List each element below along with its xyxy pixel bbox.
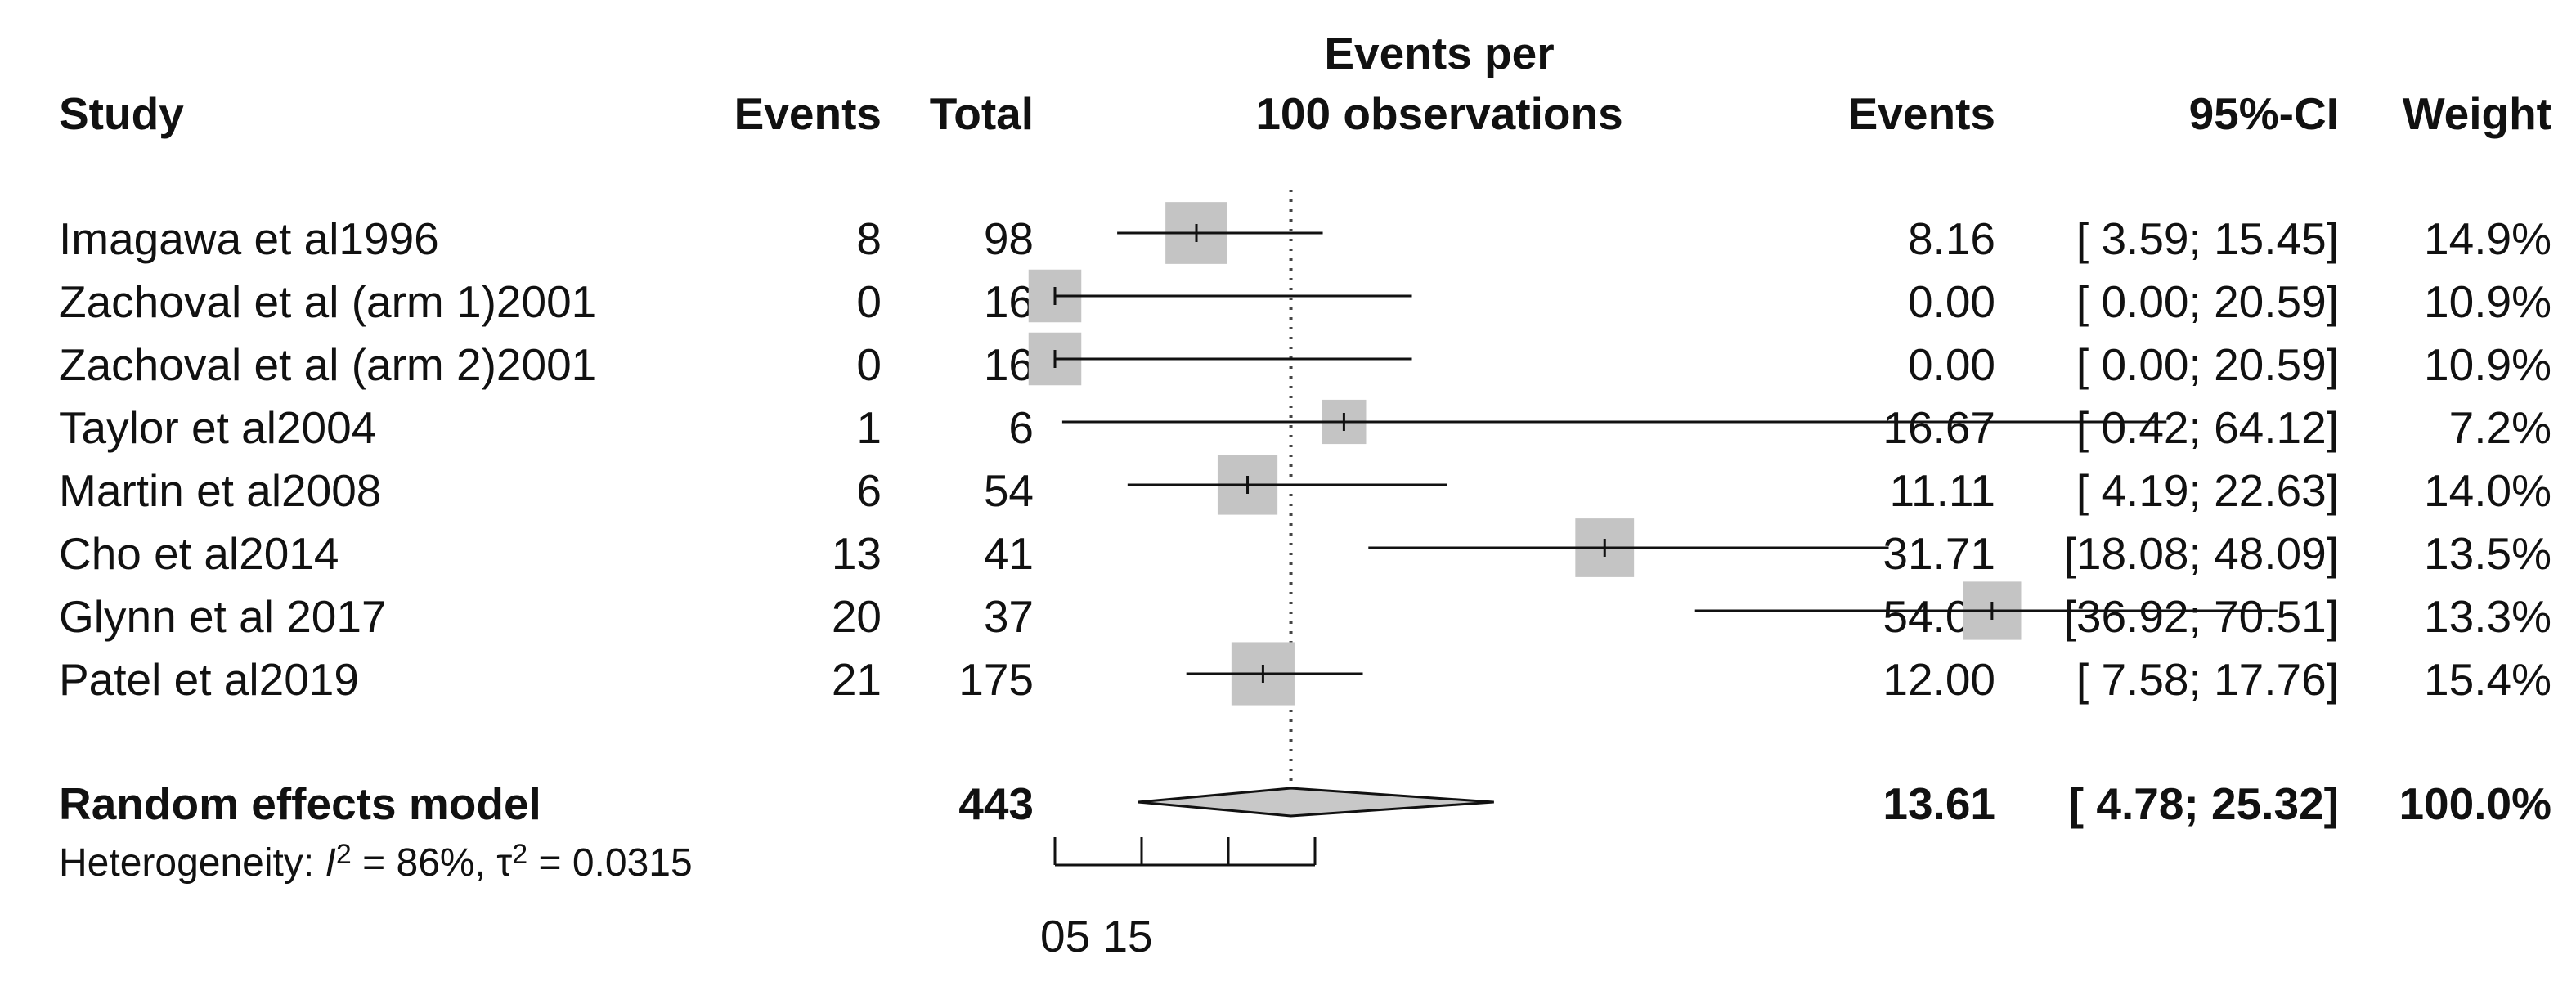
study-total: 16 — [983, 339, 1034, 390]
i-sup: 2 — [335, 839, 352, 870]
estimate-header: Events — [1847, 88, 1995, 139]
study-total: 41 — [983, 528, 1034, 579]
study-ci: [ 0.00; 20.59] — [2076, 339, 2339, 390]
study-header: Study — [59, 88, 184, 139]
study-name: Taylor et al2004 — [59, 402, 377, 453]
study-weight: 10.9% — [2424, 276, 2551, 327]
study-total: 37 — [983, 591, 1034, 642]
study-name: Glynn et al 2017 — [59, 591, 387, 642]
study-estimate: 8.16 — [1907, 213, 1995, 264]
study-events: 13 — [831, 528, 882, 579]
events-per-header-line2: 100 observations — [1255, 88, 1623, 139]
study-events: 20 — [831, 591, 882, 642]
events-header: Events — [734, 88, 882, 139]
i-value: = 86%, — [351, 841, 497, 885]
study-name: Zachoval et al (arm 2)2001 — [59, 339, 597, 390]
study-name: Zachoval et al (arm 1)2001 — [59, 276, 597, 327]
study-total: 98 — [983, 213, 1034, 264]
study-total: 175 — [958, 654, 1034, 705]
summary-ci: [ 4.78; 25.32] — [2068, 778, 2339, 829]
i-symbol: I — [325, 841, 336, 885]
study-name: Cho et al2014 — [59, 528, 339, 579]
study-ci: [ 7.58; 17.76] — [2076, 654, 2339, 705]
heterogeneity-prefix: Heterogeneity: — [59, 841, 325, 885]
study-events: 8 — [856, 213, 882, 264]
study-events: 1 — [856, 402, 882, 453]
study-total: 54 — [983, 465, 1034, 516]
study-ci: [ 4.19; 22.63] — [2076, 465, 2339, 516]
study-weight: 14.0% — [2424, 465, 2551, 516]
tau-sup: 2 — [512, 839, 528, 870]
study-estimate: 16.67 — [1883, 402, 1995, 453]
study-name: Patel et al2019 — [59, 654, 359, 705]
study-ci: [18.08; 48.09] — [2063, 528, 2339, 579]
study-events: 6 — [856, 465, 882, 516]
study-ci: [ 0.42; 64.12] — [2076, 402, 2339, 453]
summary-estimate: 13.61 — [1883, 778, 1995, 829]
study-estimate: 12.00 — [1883, 654, 1995, 705]
weight-header: Weight — [2402, 88, 2551, 139]
study-estimate: 11.11 — [1889, 465, 1995, 516]
x-axis-tick-labels: 05 15 — [1040, 911, 1153, 961]
study-weight: 15.4% — [2424, 654, 2551, 705]
study-name: Martin et al2008 — [59, 465, 382, 516]
study-weight: 14.9% — [2424, 213, 2551, 264]
tau-value: = 0.0315 — [527, 841, 693, 885]
summary-weight: 100.0% — [2399, 778, 2551, 829]
tau-symbol: τ — [496, 841, 513, 885]
study-ci: [36.92; 70.51] — [2063, 591, 2339, 642]
study-weight: 10.9% — [2424, 339, 2551, 390]
study-ci: [ 0.00; 20.59] — [2076, 276, 2339, 327]
study-name: Imagawa et al1996 — [59, 213, 439, 264]
study-weight: 7.2% — [2448, 402, 2551, 453]
summary-label: Random effects model — [59, 778, 541, 829]
study-estimate: 0.00 — [1907, 276, 1995, 327]
study-weight: 13.3% — [2424, 591, 2551, 642]
ci-header: 95%-CI — [2188, 88, 2339, 139]
study-weight: 13.5% — [2424, 528, 2551, 579]
study-ci: [ 3.59; 15.45] — [2076, 213, 2339, 264]
heterogeneity-text: Heterogeneity: I2 = 86%, τ2 = 0.0315 — [59, 840, 693, 885]
summary-diamond — [1138, 787, 1494, 818]
study-events: 21 — [831, 654, 882, 705]
study-estimate: 0.00 — [1907, 339, 1995, 390]
events-per-header-line1: Events per — [1324, 28, 1555, 78]
study-total: 6 — [1008, 402, 1034, 453]
summary-total: 443 — [958, 778, 1034, 829]
study-events: 0 — [856, 339, 882, 390]
study-total: 16 — [983, 276, 1034, 327]
total-header: Total — [929, 88, 1034, 139]
study-events: 0 — [856, 276, 882, 327]
study-estimate: 31.71 — [1883, 528, 1995, 579]
